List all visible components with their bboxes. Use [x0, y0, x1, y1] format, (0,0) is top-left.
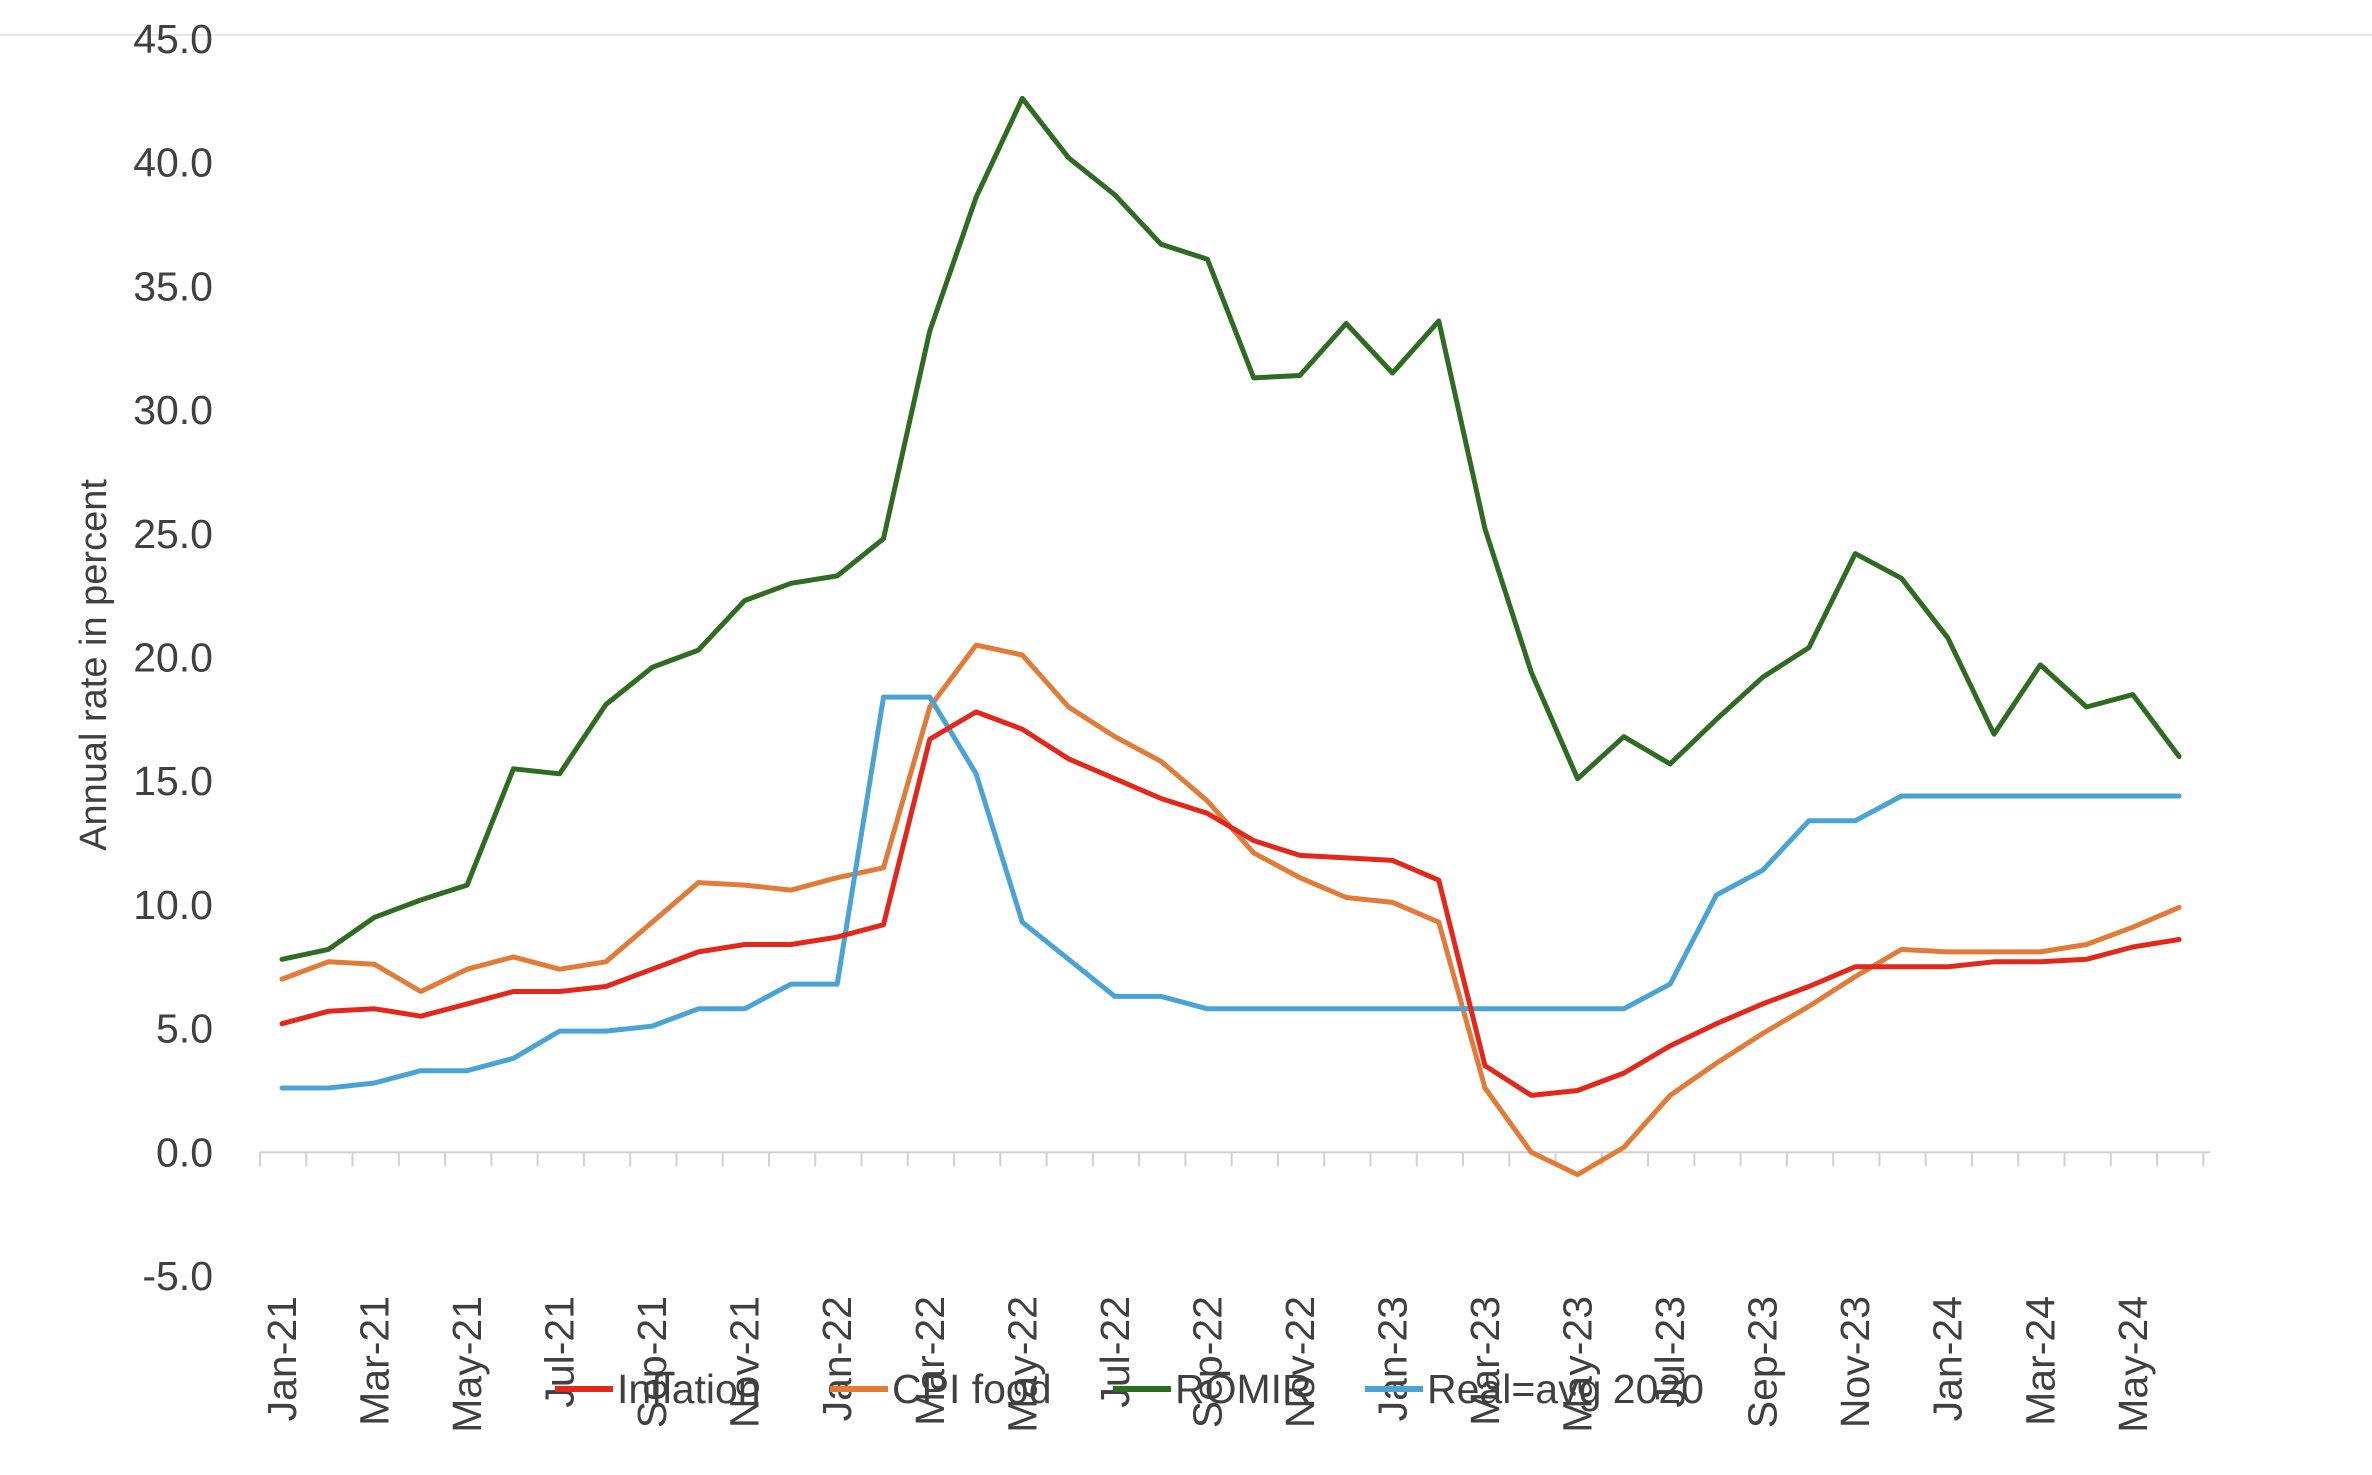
x-tick-label: Mar-24 [2017, 1296, 2063, 1426]
y-tick-label: 20.0 [133, 635, 213, 681]
y-tick-labels: 45.0 40.0 35.0 30.0 25.0 20.0 15.0 10.0 5.0 0.0 -5… [133, 16, 213, 1299]
y-tick-label: -5.0 [142, 1253, 213, 1299]
y-tick-label: 40.0 [133, 140, 213, 186]
x-tick-label: Mar-22 [907, 1296, 953, 1426]
series-lines [279, 95, 2182, 1178]
axes [259, 1151, 2210, 1167]
legend-label-romir: ROMIR [1175, 1366, 1312, 1412]
x-tick-labels: Jan-21 Mar-21 May-21 Jul-21 Sep-21 Nov-21 Jan-… [259, 1296, 2156, 1433]
x-tick-label: Mar-21 [352, 1296, 398, 1426]
legend-label-cpi-food: CPI food [892, 1366, 1052, 1412]
x-tick-label: May-21 [444, 1296, 490, 1433]
x-tick-label: Nov-22 [1277, 1296, 1323, 1428]
x-tick-label: Sep-22 [1184, 1296, 1230, 1428]
x-tick-label: Mar-23 [1462, 1296, 1508, 1426]
y-tick-label: 30.0 [133, 387, 213, 433]
legend-label-real-avg-2020: Real=avg 2020 [1427, 1366, 1704, 1412]
x-tick-label: Nov-23 [1832, 1296, 1878, 1428]
y-tick-label: 45.0 [133, 16, 213, 62]
y-tick-label: 10.0 [133, 882, 213, 928]
y-tick-label: 25.0 [133, 511, 213, 557]
x-tick-label: Jan-22 [814, 1296, 860, 1421]
x-tick-label: Sep-21 [629, 1296, 675, 1428]
x-tick-label: Sep-23 [1740, 1296, 1786, 1428]
x-tick-label: Jul-23 [1647, 1296, 1693, 1408]
x-tick-label: Nov-21 [722, 1296, 768, 1428]
y-tick-label: 5.0 [156, 1006, 213, 1052]
legend-label-inflation: Inflation [617, 1366, 761, 1412]
top-border-line [0, 34, 2372, 36]
series-line-real-avg-2020 [279, 694, 2182, 1091]
y-tick-label: 0.0 [156, 1129, 213, 1175]
x-tick-label: Jan-24 [1925, 1296, 1971, 1421]
x-tick-label: Jan-23 [1369, 1296, 1415, 1421]
y-tick-label: 15.0 [133, 758, 213, 804]
series-line-romir [279, 95, 2182, 962]
series-line-inflation [279, 709, 2182, 1098]
y-axis-label-group: Annual rate in percent [73, 479, 115, 851]
y-axis-label: Annual rate in percent [73, 479, 115, 851]
series-line-cpi-food [279, 642, 2182, 1178]
legend: Inflation CPI food ROMIR Real=avg 2020 [555, 1366, 1704, 1412]
x-tick-label: May-23 [1555, 1296, 1601, 1433]
x-tick-label: May-22 [999, 1296, 1045, 1433]
y-tick-label: 35.0 [133, 263, 213, 309]
x-tick-label: Jan-21 [259, 1296, 305, 1421]
x-tick-label: May-24 [2110, 1296, 2156, 1433]
